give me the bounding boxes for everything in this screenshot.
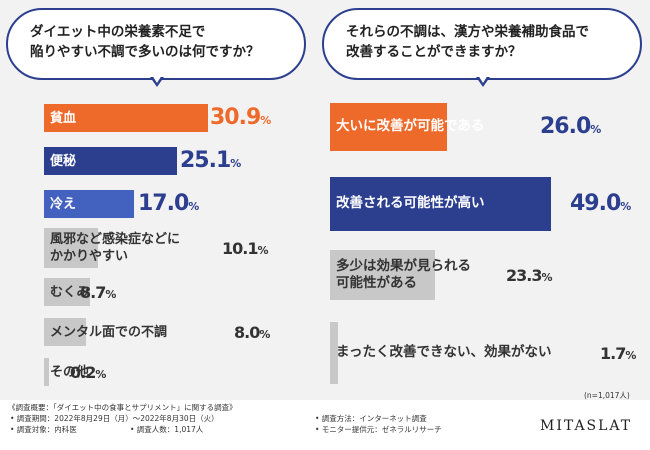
value-unit: % <box>257 243 269 257</box>
category-label: 多少は効果が見られる 可能性がある <box>336 258 471 293</box>
category-label: その他 <box>50 364 89 381</box>
category-label-line: 多少は効果が見られる <box>336 257 471 274</box>
left-bubble-tail <box>150 75 164 87</box>
left-panel: ダイエット中の栄養素不足で 陥りやすい不調で多いのは何ですか？ 貧血 30.9% 便… <box>0 0 318 395</box>
survey-footer: 《調査概要：「ダイエット中の食事とサプリメント」に関する調査》 • 調査期間：2… <box>0 400 650 450</box>
bar <box>330 177 551 231</box>
bar <box>44 318 87 346</box>
right-question-line-2: 改善することができますか？ <box>346 44 522 60</box>
value-number: 30.9 <box>210 105 261 131</box>
value-unit: % <box>105 287 117 301</box>
footer-target: • 調査対象：内科医 <box>10 425 77 434</box>
left-question-bubble: ダイエット中の栄養素不足で 陥りやすい不調で多いのは何ですか？ <box>6 8 306 80</box>
bar <box>44 228 98 268</box>
category-label-line: 冷え <box>50 196 77 212</box>
value-number: 0.2 <box>70 362 96 382</box>
value-number: 8.0 <box>234 322 260 342</box>
value-label: 23.3% <box>506 266 553 285</box>
value-unit: % <box>620 200 632 214</box>
left-question-line-2: 陥りやすい不調で多いのは何ですか？ <box>30 44 260 60</box>
right-bubble-tail <box>476 75 490 87</box>
category-label-line: かかりやすい <box>50 249 129 264</box>
value-number: 8.7 <box>80 282 106 302</box>
category-label: 冷え <box>50 196 76 213</box>
category-label: むくみ <box>50 284 90 301</box>
value-label: 10.1% <box>222 239 269 258</box>
value-unit: % <box>625 348 637 362</box>
left-question-line-1: ダイエット中の栄養素不足で <box>30 24 206 40</box>
value-label: 49.0% <box>570 191 631 216</box>
value-unit: % <box>590 123 602 137</box>
sample-size-note: (n=1,017人) <box>584 391 630 400</box>
value-unit: % <box>260 114 272 128</box>
value-label: 1.7% <box>600 344 636 363</box>
bar <box>44 358 49 386</box>
value-label: 25.1% <box>180 148 241 173</box>
bar <box>44 190 135 218</box>
brand-logo: MITASLAT <box>540 418 633 434</box>
category-label-line: 可能性がある <box>336 275 417 291</box>
category-label: 大いに改善が可能である <box>336 118 484 136</box>
bar <box>44 104 208 132</box>
category-label: 改善される可能性が高い <box>336 195 485 213</box>
footer-title: 《調査概要：「ダイエット中の食事とサプリメント」に関する調査》 <box>8 403 237 412</box>
value-number: 49.0 <box>570 191 621 217</box>
category-label-line: 風邪など感染症などに <box>50 232 181 247</box>
value-number: 26.0 <box>540 114 591 140</box>
category-label-line: その他 <box>50 364 90 380</box>
value-unit: % <box>95 367 107 381</box>
value-unit: % <box>188 200 200 214</box>
value-label: 17.0% <box>138 191 199 216</box>
category-label-line: 貧血 <box>50 110 77 126</box>
footer-period: • 調査期間：2022年8月29日（月）〜2022年8月30日（火） <box>10 414 219 423</box>
value-number: 10.1 <box>222 238 258 258</box>
right-question-bubble: それらの不調は、漢方や栄養補助食品で 改善することができますか？ <box>322 8 642 80</box>
category-label-line: むくみ <box>50 284 90 300</box>
value-number: 17.0 <box>138 191 189 217</box>
bar <box>44 147 178 175</box>
value-number: 23.3 <box>506 265 542 285</box>
category-label: 貧血 <box>50 110 76 127</box>
category-label-line: 大いに改善が可能である <box>336 118 485 135</box>
footer-method: • 調査方法：インターネット調査 <box>315 414 427 423</box>
value-unit: % <box>541 270 553 284</box>
value-label: 8.7% <box>80 283 116 302</box>
category-label-line: 改善される可能性が高い <box>336 195 485 212</box>
bar <box>330 250 435 300</box>
value-label: 0.2% <box>70 363 106 382</box>
category-label: 便秘 <box>50 153 76 170</box>
category-label-line: まったく改善できない、効果がない <box>336 344 552 361</box>
right-question-line-1: それらの不調は、漢方や栄養補助食品で <box>346 24 589 40</box>
value-label: 26.0% <box>540 114 601 139</box>
category-label-line: 便秘 <box>50 153 77 169</box>
value-number: 1.7 <box>600 343 626 363</box>
bar <box>330 322 338 384</box>
category-label: 風邪など感染症などに かかりやすい <box>50 231 180 265</box>
category-label: まったく改善できない、効果がない <box>336 344 551 362</box>
value-label: 30.9% <box>210 105 271 130</box>
footer-count: • 調査人数：1,017人 <box>130 425 204 434</box>
value-number: 25.1 <box>180 148 231 174</box>
category-label-line: メンタル面での不調 <box>50 324 168 340</box>
bar <box>44 278 91 306</box>
value-unit: % <box>259 327 271 341</box>
value-label: 8.0% <box>234 323 270 342</box>
category-label: メンタル面での不調 <box>50 324 167 341</box>
footer-provider: • モニター提供元：ゼネラルリサーチ <box>315 425 442 434</box>
right-panel: それらの不調は、漢方や栄養補助食品で 改善することができますか？ 大いに改善が可… <box>318 0 650 395</box>
bar <box>330 103 447 151</box>
value-unit: % <box>230 157 242 171</box>
